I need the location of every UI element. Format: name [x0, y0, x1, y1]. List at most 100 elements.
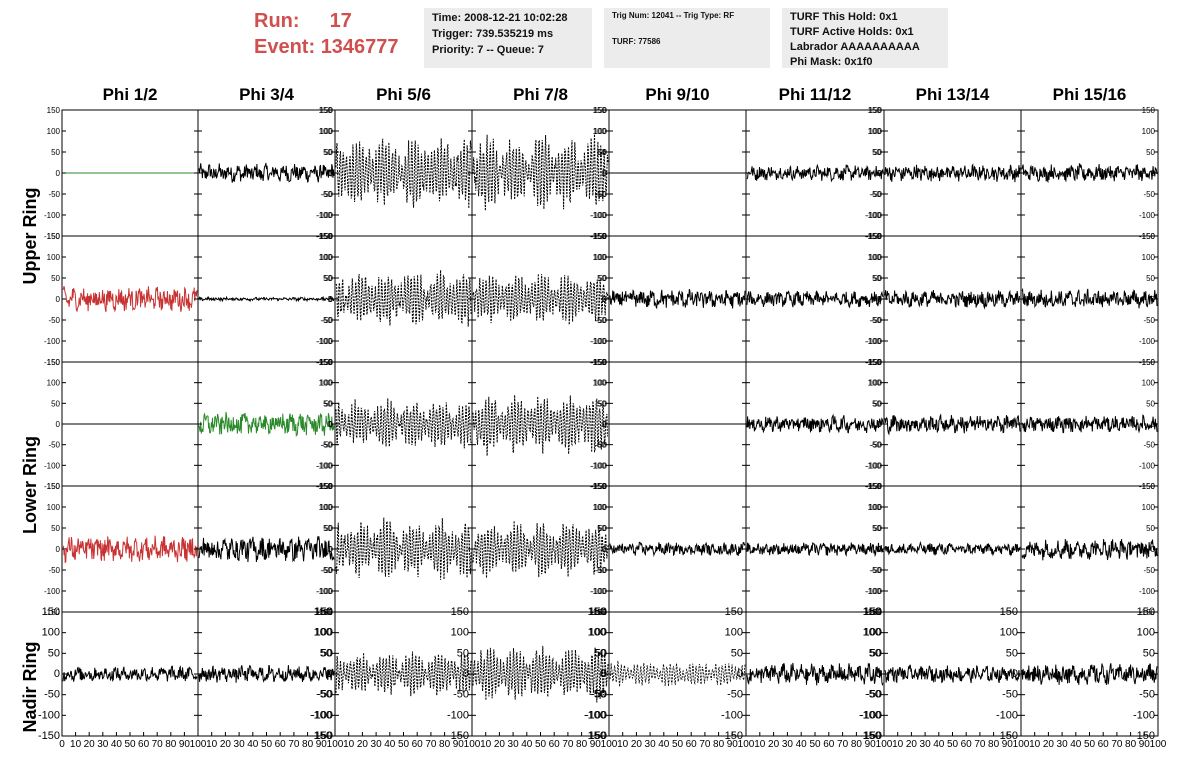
- x-tick-label: 70: [1111, 739, 1123, 750]
- y-tick-label: 50: [873, 274, 882, 283]
- x-tick-label: 80: [302, 739, 314, 750]
- y-tick-label: 100: [594, 503, 608, 512]
- y-tick-label: 0: [329, 420, 334, 429]
- turf-line: TURF: 77586: [612, 37, 661, 46]
- y-tick-label: 150: [320, 358, 334, 367]
- x-tick-label: 40: [658, 739, 670, 750]
- y-tick-label: 150: [319, 232, 333, 241]
- y-tick-label: 0: [1151, 420, 1156, 429]
- y-tick-label: 100: [42, 627, 60, 639]
- y-tick-label: 0: [1012, 668, 1018, 680]
- run-label: Run:: [254, 10, 300, 32]
- y-tick-label: 50: [324, 148, 333, 157]
- y-tick-label: 50: [595, 647, 607, 659]
- y-tick-label: -50: [317, 689, 333, 701]
- y-tick-label: -100: [859, 709, 881, 721]
- x-tick-label: 50: [398, 739, 410, 750]
- waveform-trace: [198, 295, 335, 303]
- y-tick-label: -50: [48, 316, 60, 325]
- y-tick-label: 150: [594, 232, 608, 241]
- x-tick-label: 90: [727, 739, 739, 750]
- y-tick-label: 50: [324, 524, 333, 533]
- y-tick-label: 100: [869, 253, 883, 262]
- priority-line: Priority: 7 -- Queue: 7: [432, 44, 544, 56]
- waveform-trace: [884, 289, 1021, 310]
- y-tick-label: 150: [864, 606, 882, 618]
- y-tick-label: -50: [320, 441, 332, 450]
- y-tick-label: 150: [594, 358, 608, 367]
- y-tick-label: -150: [44, 232, 61, 241]
- x-tick-label: 60: [1098, 739, 1110, 750]
- y-tick-label: 150: [1000, 606, 1018, 618]
- y-tick-label: 150: [868, 482, 882, 491]
- y-tick-label: -50: [866, 689, 882, 701]
- waveform-trace: [1021, 163, 1158, 184]
- panel-r4-c1: 150100500-50-100-15010203040506070809010…: [197, 606, 344, 750]
- y-tick-label: 150: [869, 232, 883, 241]
- y-tick-label: 0: [463, 668, 469, 680]
- y-tick-label: 150: [1137, 606, 1155, 618]
- waveform-trace: [335, 270, 472, 327]
- y-tick-label: 100: [320, 379, 334, 388]
- waveform-trace: [335, 517, 472, 580]
- y-tick-label: 0: [878, 545, 883, 554]
- y-tick-label: 0: [328, 545, 333, 554]
- y-tick-label: 50: [323, 399, 332, 408]
- y-tick-label: -100: [44, 587, 61, 596]
- y-tick-label: 50: [872, 148, 881, 157]
- y-tick-label: -50: [1143, 316, 1155, 325]
- y-tick-label: 150: [869, 358, 883, 367]
- y-tick-label: 150: [589, 606, 607, 618]
- y-tick-label: 150: [863, 606, 881, 618]
- y-tick-label: 150: [319, 482, 333, 491]
- x-tick-label: 50: [672, 739, 684, 750]
- y-tick-label: -100: [317, 211, 334, 220]
- y-tick-label: 0: [327, 668, 333, 680]
- column-title-phi-5-6: Phi 5/6: [376, 85, 431, 104]
- x-tick-label: 100: [327, 739, 344, 750]
- y-tick-label: 50: [324, 274, 333, 283]
- waveform-trace: [746, 290, 884, 309]
- y-tick-label: -50: [321, 190, 333, 199]
- y-tick-label: 100: [593, 379, 607, 388]
- x-tick-label: 100: [601, 739, 618, 750]
- y-tick-label: 100: [869, 379, 883, 388]
- y-tick-label: 50: [598, 399, 607, 408]
- y-tick-label: 100: [1142, 127, 1156, 136]
- y-tick-label: 50: [869, 647, 881, 659]
- x-tick-label: 30: [782, 739, 794, 750]
- x-tick-label: 70: [562, 739, 574, 750]
- y-tick-label: -50: [316, 689, 332, 701]
- x-tick-label: 60: [549, 739, 561, 750]
- x-tick-label: 50: [809, 739, 821, 750]
- x-tick-label: 40: [521, 739, 533, 750]
- waveform-trace: [198, 162, 335, 183]
- y-tick-label: 150: [869, 106, 883, 115]
- y-tick-label: -50: [321, 566, 333, 575]
- x-tick-label: 30: [371, 739, 383, 750]
- waveform-trace: [1021, 287, 1158, 309]
- x-tick-label: 100: [190, 739, 207, 750]
- y-tick-label: 150: [47, 358, 61, 367]
- x-tick-label: 30: [645, 739, 657, 750]
- y-tick-label: -50: [595, 316, 607, 325]
- y-tick-label: -50: [48, 566, 60, 575]
- y-tick-label: 50: [597, 148, 606, 157]
- y-tick-label: -50: [48, 190, 60, 199]
- x-tick-label: 10: [70, 739, 82, 750]
- turf-active-line: TURF Active Holds: 0x1: [790, 26, 914, 38]
- y-tick-label: -50: [870, 316, 882, 325]
- labrador-line: Labrador AAAAAAAAAA: [790, 41, 920, 53]
- x-tick-label: 10: [1029, 739, 1041, 750]
- y-tick-label: 0: [603, 295, 608, 304]
- column-title-phi-11-12: Phi 11/12: [778, 85, 852, 104]
- x-tick-label: 20: [1043, 739, 1055, 750]
- y-tick-label: -100: [865, 587, 882, 596]
- column-title-phi-3-4: Phi 3/4: [239, 85, 294, 104]
